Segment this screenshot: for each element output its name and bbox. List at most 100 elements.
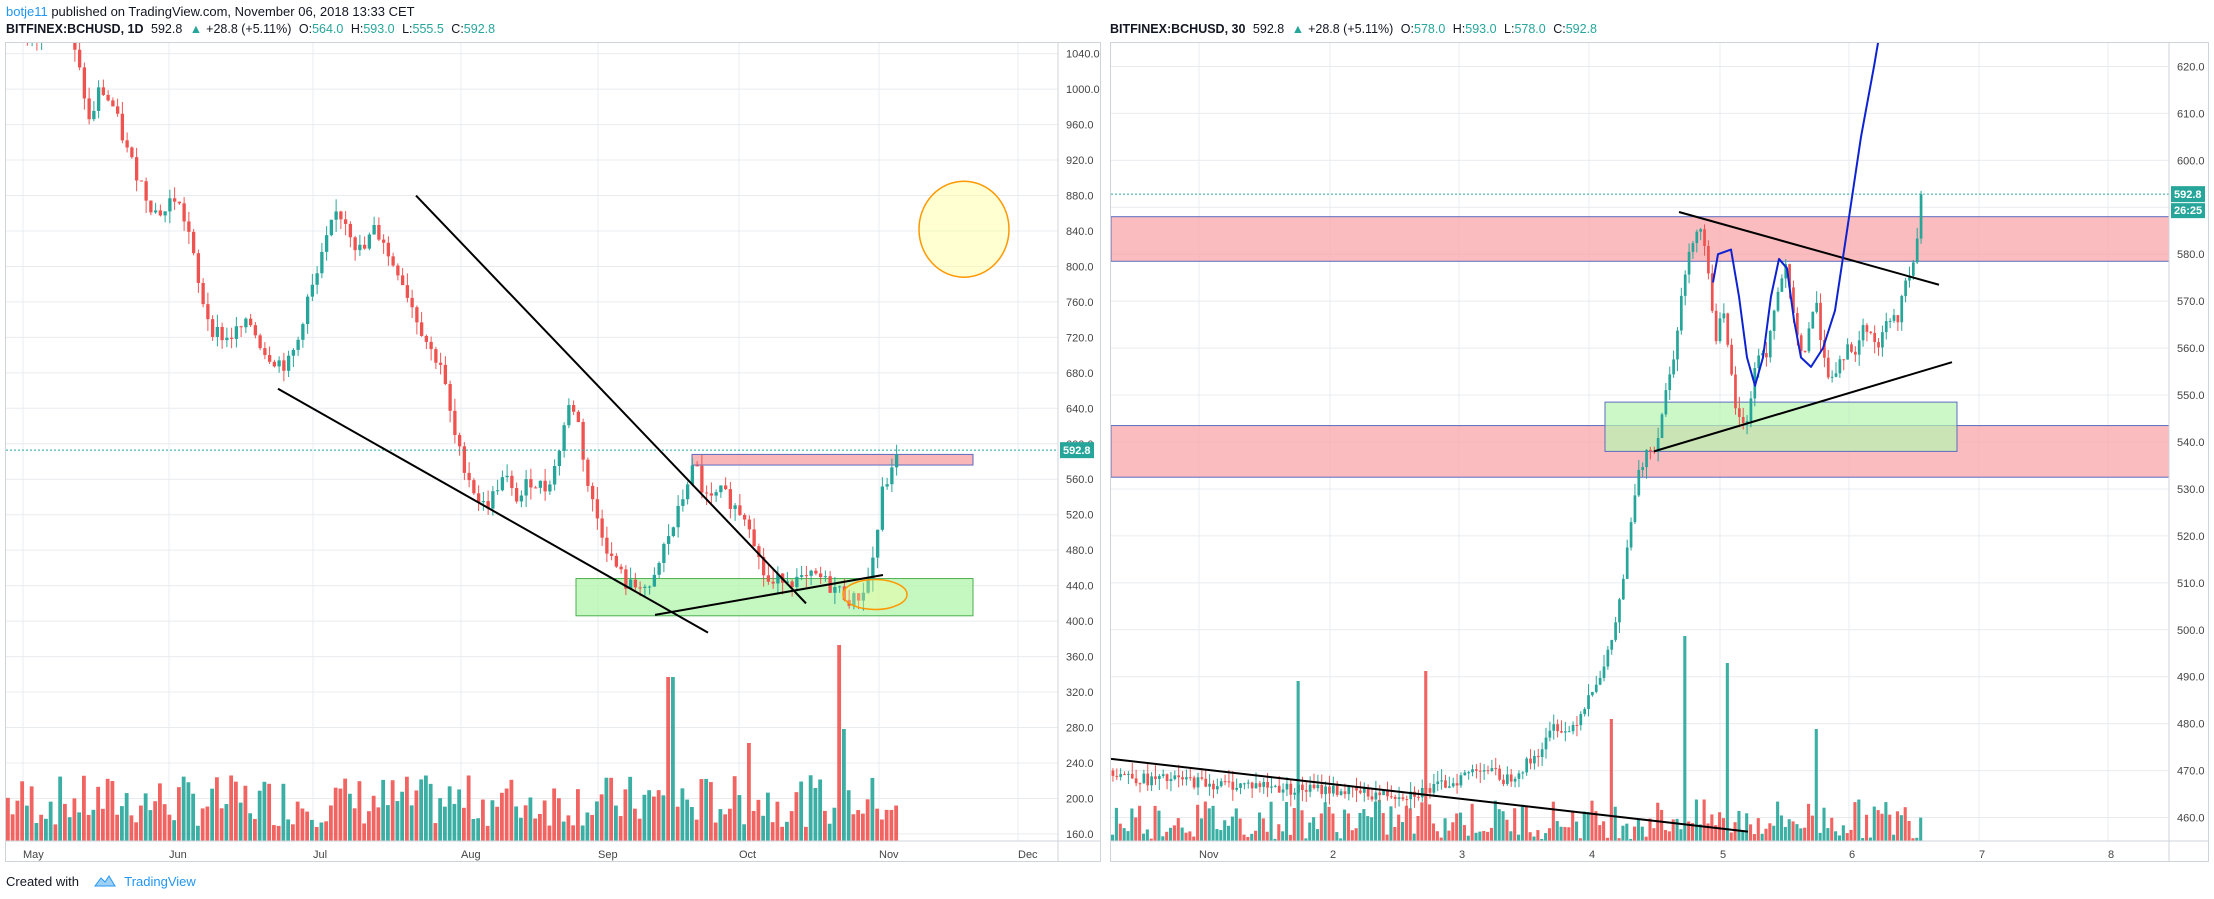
volume-bar: [1230, 816, 1234, 841]
candle-body: [1838, 359, 1842, 374]
volume-bar: [813, 787, 818, 841]
volume-bar: [1300, 810, 1304, 841]
volume-bar: [880, 819, 884, 841]
price-tick-label: 440.0: [1066, 581, 1094, 593]
volume-bar: [1633, 826, 1637, 841]
volume-bar: [386, 805, 390, 841]
candle-body: [120, 113, 125, 141]
volume-bar: [1903, 807, 1907, 841]
volume-bar: [295, 801, 300, 841]
candle-body: [1552, 724, 1556, 731]
candle-body: [1370, 796, 1374, 800]
candle-body: [263, 348, 267, 356]
volume-bar: [86, 814, 91, 841]
time-tick-label: Oct: [739, 849, 756, 861]
candle-body: [752, 529, 756, 547]
candle-body: [733, 505, 737, 509]
candle-body: [286, 355, 291, 371]
symbol-label: BITFINEX:BCHUSD, 1D: [6, 22, 144, 36]
candle-body: [1869, 331, 1873, 333]
candle-body: [1428, 788, 1432, 793]
volume-bar: [1165, 831, 1169, 841]
candle-body: [600, 518, 604, 538]
candle-body: [738, 505, 742, 516]
volume-bar: [1354, 828, 1358, 841]
candle-body: [1691, 243, 1695, 252]
volume-bar: [699, 779, 704, 841]
candle-body: [1544, 737, 1548, 750]
volume-bar: [785, 821, 789, 841]
candle-body: [1695, 231, 1699, 244]
volume-bar: [490, 800, 495, 841]
price-tick-label: 360.0: [1066, 652, 1094, 664]
intraday-chart[interactable]: 620.0610.0600.0590.0580.0570.0560.0550.0…: [1110, 19, 2208, 861]
volume-bar: [1544, 833, 1548, 841]
candle-body: [472, 480, 476, 494]
candle-body: [576, 411, 581, 423]
time-tick-label: 7: [1979, 849, 1985, 861]
candle-body: [1563, 731, 1567, 733]
volume-bar: [1319, 813, 1323, 841]
author-link[interactable]: botje11: [6, 4, 48, 19]
candle-body: [1119, 774, 1123, 777]
candle-body: [1579, 714, 1583, 726]
candle-body: [1668, 374, 1672, 391]
volume-bar: [25, 805, 29, 841]
candle-body: [1567, 731, 1571, 733]
volume-bar: [409, 805, 414, 841]
volume-bar: [1145, 829, 1149, 841]
candle-body: [894, 454, 899, 468]
candle-body: [871, 557, 875, 580]
candle-body: [1850, 344, 1853, 352]
candle-body: [1432, 784, 1436, 793]
volume-bar: [1478, 831, 1482, 841]
candle-body: [571, 405, 576, 412]
candle-body: [852, 593, 856, 606]
candle-body: [1297, 784, 1300, 793]
highlight-circle: [918, 180, 1010, 278]
candle-body: [1362, 788, 1366, 793]
candle-body: [1881, 332, 1884, 348]
candle-body: [1115, 775, 1119, 777]
volume-bar: [1783, 826, 1787, 841]
candle-body: [1289, 783, 1293, 795]
candle-body: [795, 576, 799, 588]
candle-body: [282, 360, 286, 371]
volume-bar: [343, 778, 348, 841]
candle-body: [747, 519, 752, 530]
volume-bar: [1791, 821, 1795, 841]
volume-bar: [1691, 823, 1695, 841]
candle-body: [1660, 414, 1664, 439]
candle-body: [1873, 332, 1877, 343]
candle-body: [296, 339, 300, 350]
volume-bar: [1729, 832, 1733, 841]
daily-chart[interactable]: 1040.0 1000.0 960.0 920.0 880.0 840.0 800.0 760…: [6, 3, 1100, 861]
candle-body: [391, 256, 395, 266]
time-tag-label: 26:25: [2174, 205, 2202, 217]
volume-bar: [1861, 838, 1865, 841]
projection-curve: [1712, 19, 1883, 387]
price-tick-label: 840.0: [1066, 226, 1094, 238]
candle-body: [1834, 373, 1838, 377]
volume-bar: [1238, 818, 1242, 841]
volume-bar: [1663, 829, 1668, 841]
volume-bar: [1346, 813, 1350, 841]
volume-bar: [243, 785, 248, 841]
candle-body: [1177, 775, 1181, 778]
volume-bar: [628, 776, 633, 841]
candle-body: [396, 265, 400, 276]
chart-panel-left[interactable]: 1040.0 1000.0 960.0 920.0 880.0 840.0 800.0 760…: [5, 3, 1101, 862]
volume-bar: [1257, 812, 1262, 841]
volume-bar: [1482, 830, 1486, 841]
tradingview-link[interactable]: TradingView: [124, 874, 196, 889]
candle-body: [1842, 359, 1846, 361]
chart-panel-right[interactable]: 620.0610.0600.0590.0580.0570.0560.0550.0…: [1110, 19, 2209, 862]
volume-bar: [1335, 832, 1339, 841]
volume-bar: [1443, 818, 1447, 841]
trend-line: [1678, 211, 1940, 286]
volume-bar: [894, 805, 899, 841]
time-tag-bg: [2171, 203, 2205, 219]
volume-bar: [1404, 805, 1408, 841]
volume-bar: [1489, 827, 1494, 841]
candle-body: [890, 467, 894, 485]
